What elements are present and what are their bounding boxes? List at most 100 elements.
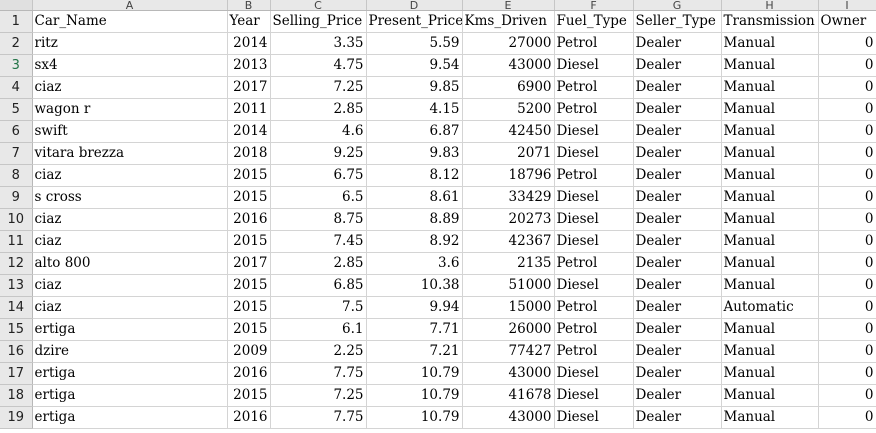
cell-owner[interactable]: 0 xyxy=(818,252,876,275)
cell-fuel-type[interactable]: Diesel xyxy=(554,230,634,253)
cell-owner[interactable]: 0 xyxy=(818,54,876,77)
cell-owner[interactable]: 0 xyxy=(818,98,876,121)
cell-year[interactable]: 2015 xyxy=(227,164,271,187)
cell-seller-type[interactable]: Dealer xyxy=(633,296,722,319)
cell-seller-type[interactable]: Dealer xyxy=(633,230,722,253)
cell-kms-driven[interactable]: 43000 xyxy=(462,54,555,77)
cell-kms-driven[interactable]: 5200 xyxy=(462,98,555,121)
cell-year[interactable]: 2015 xyxy=(227,296,271,319)
cell-present-price-header[interactable]: Present_Price xyxy=(366,10,463,33)
cell-owner[interactable]: 0 xyxy=(818,318,876,341)
row-header[interactable]: 11 xyxy=(0,230,33,253)
cell-fuel-type[interactable]: Petrol xyxy=(554,296,634,319)
cell-year[interactable]: 2016 xyxy=(227,362,271,385)
cell-transmission-header[interactable]: Transmission xyxy=(721,10,819,33)
cell-car-name[interactable]: ciaz xyxy=(32,274,228,297)
cell-owner[interactable]: 0 xyxy=(818,406,876,429)
cell-owner[interactable]: 0 xyxy=(818,296,876,319)
cell-car-name[interactable]: ciaz xyxy=(32,164,228,187)
cell-kms-driven[interactable]: 20273 xyxy=(462,208,555,231)
cell-transmission[interactable]: Manual xyxy=(721,208,819,231)
cell-kms-driven[interactable]: 15000 xyxy=(462,296,555,319)
cell-fuel-type[interactable]: Petrol xyxy=(554,32,634,55)
cell-seller-type[interactable]: Dealer xyxy=(633,32,722,55)
cell-owner[interactable]: 0 xyxy=(818,32,876,55)
cell-selling-price[interactable]: 7.75 xyxy=(270,406,367,429)
cell-fuel-type[interactable]: Petrol xyxy=(554,340,634,363)
cell-car-name[interactable]: ertiga xyxy=(32,318,228,341)
row-header[interactable]: 10 xyxy=(0,208,33,231)
column-header-e[interactable]: E xyxy=(462,0,555,11)
cell-kms-driven[interactable]: 43000 xyxy=(462,362,555,385)
cell-kms-driven[interactable]: 77427 xyxy=(462,340,555,363)
column-header-f[interactable]: F xyxy=(554,0,634,11)
cell-fuel-type[interactable]: Diesel xyxy=(554,142,634,165)
cell-seller-type[interactable]: Dealer xyxy=(633,274,722,297)
cell-selling-price-header[interactable]: Selling_Price xyxy=(270,10,367,33)
cell-transmission[interactable]: Manual xyxy=(721,120,819,143)
cell-transmission[interactable]: Manual xyxy=(721,406,819,429)
cell-year-header[interactable]: Year xyxy=(227,10,271,33)
cell-year[interactable]: 2014 xyxy=(227,32,271,55)
row-header[interactable]: 19 xyxy=(0,406,33,429)
cell-seller-type[interactable]: Dealer xyxy=(633,208,722,231)
row-header[interactable]: 7 xyxy=(0,142,33,165)
row-header[interactable]: 13 xyxy=(0,274,33,297)
cell-year[interactable]: 2009 xyxy=(227,340,271,363)
cell-selling-price[interactable]: 7.25 xyxy=(270,76,367,99)
cell-present-price[interactable]: 8.61 xyxy=(366,186,463,209)
column-header-h[interactable]: H xyxy=(721,0,819,11)
cell-fuel-type[interactable]: Diesel xyxy=(554,274,634,297)
cell-kms-driven[interactable]: 18796 xyxy=(462,164,555,187)
cell-car-name[interactable]: sx4 xyxy=(32,54,228,77)
cell-owner[interactable]: 0 xyxy=(818,186,876,209)
cell-fuel-type[interactable]: Petrol xyxy=(554,98,634,121)
cell-kms-driven[interactable]: 6900 xyxy=(462,76,555,99)
row-header[interactable]: 12 xyxy=(0,252,33,275)
column-header-i[interactable]: I xyxy=(818,0,876,11)
row-header[interactable]: 17 xyxy=(0,362,33,385)
cell-selling-price[interactable]: 4.6 xyxy=(270,120,367,143)
cell-present-price[interactable]: 7.71 xyxy=(366,318,463,341)
cell-fuel-type[interactable]: Diesel xyxy=(554,120,634,143)
row-header[interactable]: 9 xyxy=(0,186,33,209)
cell-car-name[interactable]: dzire xyxy=(32,340,228,363)
row-header[interactable]: 15 xyxy=(0,318,33,341)
cell-fuel-type[interactable]: Petrol xyxy=(554,252,634,275)
cell-present-price[interactable]: 5.59 xyxy=(366,32,463,55)
row-header[interactable]: 8 xyxy=(0,164,33,187)
cell-seller-type[interactable]: Dealer xyxy=(633,384,722,407)
cell-kms-driven[interactable]: 42367 xyxy=(462,230,555,253)
cell-year[interactable]: 2017 xyxy=(227,76,271,99)
cell-year[interactable]: 2015 xyxy=(227,186,271,209)
select-all-corner[interactable] xyxy=(0,0,33,11)
cell-seller-type[interactable]: Dealer xyxy=(633,186,722,209)
cell-selling-price[interactable]: 4.75 xyxy=(270,54,367,77)
cell-present-price[interactable]: 10.38 xyxy=(366,274,463,297)
cell-seller-type[interactable]: Dealer xyxy=(633,406,722,429)
row-header[interactable]: 1 xyxy=(0,10,33,33)
cell-owner[interactable]: 0 xyxy=(818,384,876,407)
cell-present-price[interactable]: 9.94 xyxy=(366,296,463,319)
cell-year[interactable]: 2014 xyxy=(227,120,271,143)
cell-seller-type[interactable]: Dealer xyxy=(633,340,722,363)
cell-fuel-type[interactable]: Diesel xyxy=(554,406,634,429)
cell-kms-driven-header[interactable]: Kms_Driven xyxy=(462,10,555,33)
row-header[interactable]: 14 xyxy=(0,296,33,319)
cell-owner[interactable]: 0 xyxy=(818,208,876,231)
cell-seller-type[interactable]: Dealer xyxy=(633,142,722,165)
cell-transmission[interactable]: Manual xyxy=(721,384,819,407)
column-header-d[interactable]: D xyxy=(366,0,463,11)
cell-selling-price[interactable]: 8.75 xyxy=(270,208,367,231)
cell-selling-price[interactable]: 2.25 xyxy=(270,340,367,363)
cell-transmission[interactable]: Manual xyxy=(721,340,819,363)
cell-transmission[interactable]: Manual xyxy=(721,142,819,165)
cell-year[interactable]: 2011 xyxy=(227,98,271,121)
cell-transmission[interactable]: Automatic xyxy=(721,296,819,319)
cell-fuel-type[interactable]: Diesel xyxy=(554,54,634,77)
cell-car-name[interactable]: s cross xyxy=(32,186,228,209)
cell-selling-price[interactable]: 6.85 xyxy=(270,274,367,297)
cell-present-price[interactable]: 10.79 xyxy=(366,384,463,407)
cell-present-price[interactable]: 8.12 xyxy=(366,164,463,187)
